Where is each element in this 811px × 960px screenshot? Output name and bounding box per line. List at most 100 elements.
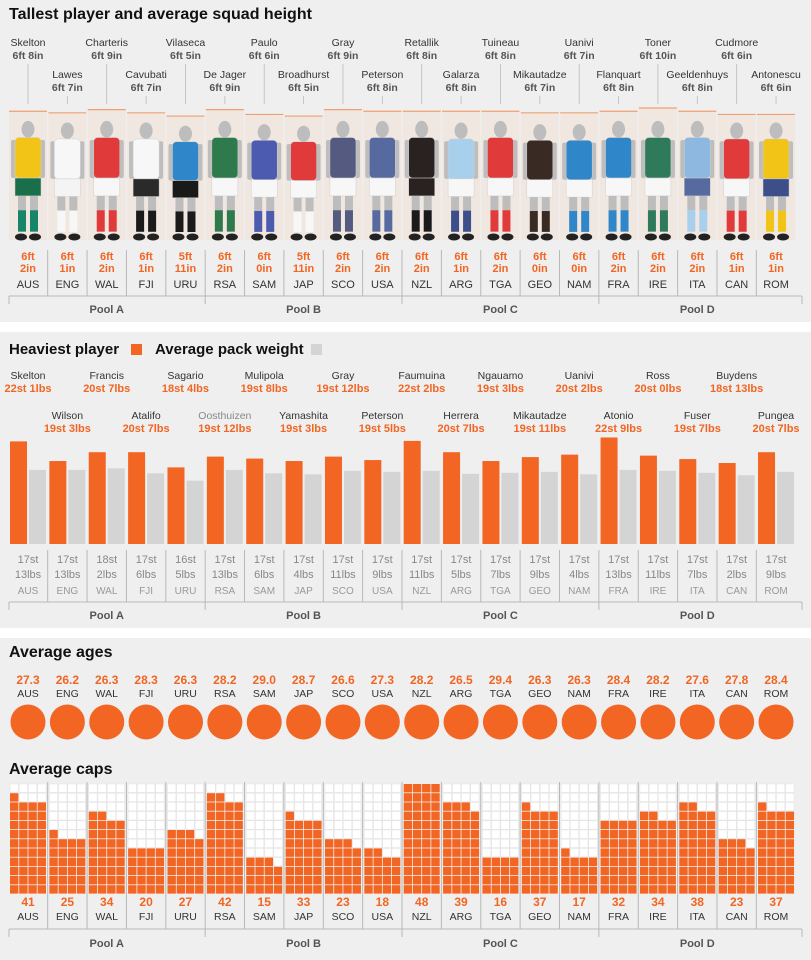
cap-cell-filled [470, 885, 480, 894]
avg-height-ft: 6ft [533, 251, 547, 263]
cap-cell-filled [216, 876, 225, 885]
team-code: IRE [650, 586, 667, 597]
age-value: 28.2 [646, 673, 670, 687]
avg-pack-bar [265, 473, 283, 544]
cap-cell-filled [116, 848, 125, 857]
player-shirt [93, 137, 120, 179]
cap-cell-filled [443, 866, 452, 876]
player-head [375, 120, 389, 138]
cap-cell-empty [746, 802, 755, 812]
cap-cell-filled [561, 876, 570, 885]
cap-cell-empty [482, 802, 492, 812]
tallest-player-height: 6ft 10in [640, 50, 677, 62]
cap-cell-filled [758, 866, 767, 876]
cap-cell-filled [88, 866, 98, 876]
cap-cell-empty [373, 829, 383, 839]
cap-cell-empty [776, 802, 786, 812]
cap-cell-filled [403, 885, 413, 894]
team-code: USA [372, 586, 393, 597]
player-leg [332, 195, 341, 211]
player-head [730, 122, 744, 139]
cap-cell-empty [718, 820, 728, 830]
cap-cell-empty [264, 838, 274, 848]
cap-cell-filled [97, 876, 107, 885]
player-figure [444, 122, 479, 241]
cap-cell-filled [19, 830, 28, 839]
player-shirt [54, 138, 81, 180]
cap-cell-empty [324, 783, 334, 793]
cap-cell-empty [255, 829, 265, 839]
avg-pack-weight-st: 17st [18, 554, 39, 566]
cap-cell-filled [343, 848, 352, 857]
caps-section-title: Average caps [9, 761, 113, 778]
cap-cell-filled [600, 820, 609, 830]
cap-cell-empty [146, 783, 156, 793]
cap-cell-empty [570, 838, 580, 848]
cap-cell-empty [639, 792, 649, 802]
heaviest-player-name: Atonio [604, 410, 634, 422]
cap-cell-filled [727, 876, 737, 885]
cap-cell-empty [491, 829, 501, 839]
cap-cell-empty [461, 792, 471, 802]
cap-cell-filled [491, 866, 501, 876]
cap-cell-filled [285, 848, 294, 857]
cap-cell-filled [58, 839, 67, 848]
cap-cell-empty [627, 783, 637, 793]
cap-cell-filled [628, 866, 637, 876]
cap-cell-empty [757, 783, 767, 793]
age-value: 26.5 [449, 673, 473, 687]
cap-cell-filled [521, 848, 531, 857]
avg-height-in: 2in [374, 263, 390, 275]
cap-cell-empty [618, 792, 628, 802]
age-value: 29.4 [489, 673, 513, 687]
cap-cell-filled [628, 820, 637, 830]
player-leg [411, 195, 420, 211]
cap-cell-filled [225, 848, 234, 857]
cap-cell-filled [679, 820, 688, 830]
player-sock [463, 210, 472, 232]
tallest-player-height: 6ft 6in [721, 50, 752, 62]
player-sock [57, 210, 66, 232]
avg-pack-bar [658, 470, 676, 544]
team-code: URU [174, 911, 197, 923]
cap-cell-empty [491, 848, 501, 858]
cap-cell-filled [107, 848, 116, 857]
cap-cell-filled [246, 857, 255, 866]
cap-cell-filled [391, 885, 401, 894]
cap-cell-empty [185, 783, 195, 793]
tallest-player-height: 6ft 9in [209, 82, 240, 94]
cap-cell-filled [491, 885, 501, 894]
cap-cell-filled [185, 839, 195, 848]
player-head [178, 125, 192, 142]
cap-cell-filled [688, 866, 697, 876]
cap-cell-filled [225, 876, 234, 885]
cap-cell-filled [37, 857, 46, 866]
cap-cell-empty [727, 820, 737, 830]
cap-cell-filled [412, 820, 422, 830]
cap-cell-empty [37, 792, 47, 802]
player-shorts [644, 177, 672, 197]
avg-pack-bar [225, 469, 243, 544]
cap-cell-filled [452, 848, 461, 857]
cap-cell-filled [412, 802, 422, 811]
cap-cell-empty [373, 820, 383, 830]
cap-cell-empty [97, 802, 107, 812]
cap-cell-filled [667, 848, 676, 857]
cap-cell-filled [679, 876, 688, 885]
cap-cell-filled [706, 876, 716, 885]
cap-cell-empty [746, 811, 755, 821]
avg-pack-weight-st: 17st [687, 554, 708, 566]
cap-cell-empty [588, 820, 598, 830]
cap-cell-filled [452, 820, 461, 830]
heaviest-bar [482, 461, 500, 544]
player-sock [608, 210, 617, 232]
cap-cell-empty [185, 811, 195, 821]
cap-cell-filled [412, 857, 422, 866]
caps-value: 34 [651, 895, 665, 909]
cap-cell-filled [76, 839, 86, 848]
avg-pack-weight-lbs: 7lbs [687, 569, 708, 581]
cap-cell-empty [658, 792, 667, 802]
cap-cell-filled [294, 876, 304, 885]
cap-cell-empty [343, 783, 353, 793]
cap-cell-empty [500, 820, 510, 830]
